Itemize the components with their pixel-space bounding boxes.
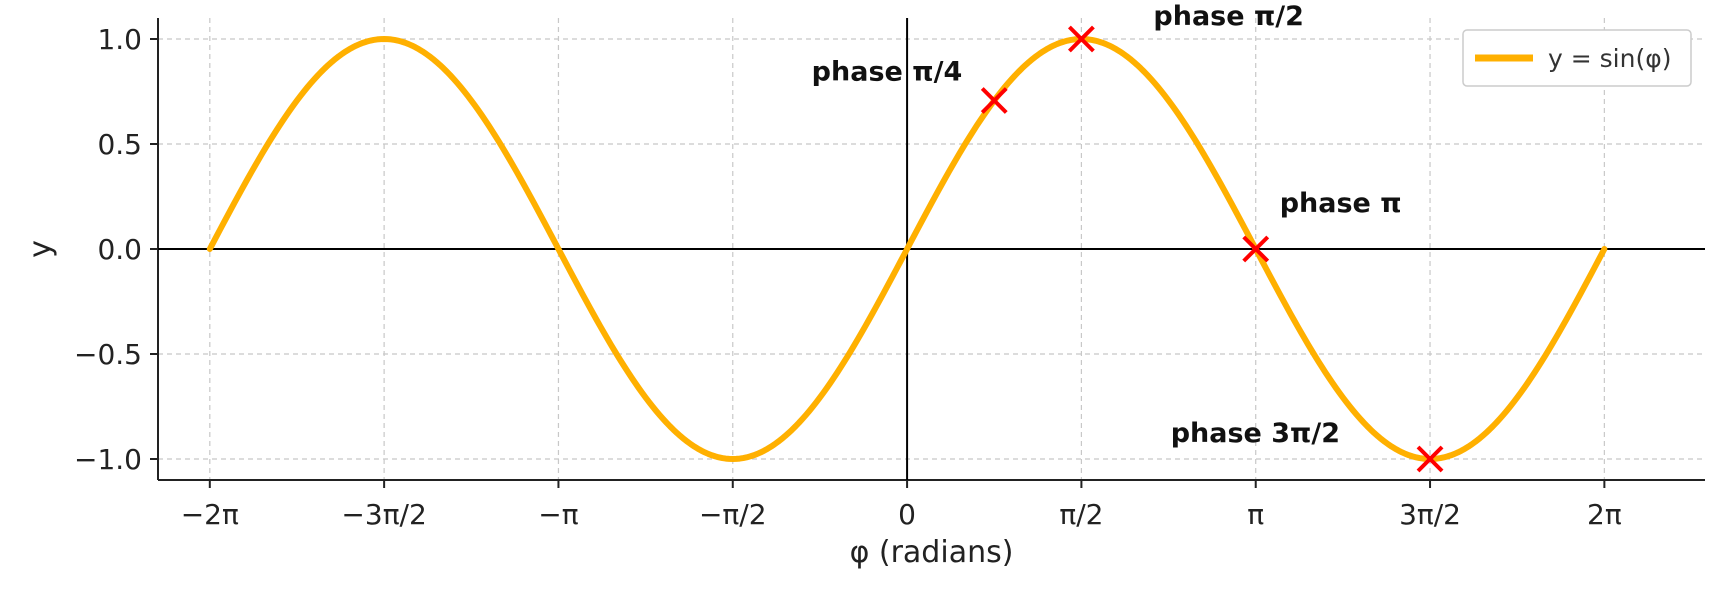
ticks: −2π −3π/2 −π −π/2 0 π/2 π 3π/2 2π 1.0 0.5 0.0 −0.5 −1… — [74, 23, 1622, 531]
y-tick-label: 1.0 — [97, 23, 142, 56]
legend-box — [1462, 29, 1692, 87]
annotations: phase π/4 phase π/2 phase π phase 3π/2 — [812, 1, 1402, 449]
x-tick-label: 3π/2 — [1399, 498, 1461, 531]
x-tick-label: −3π/2 — [341, 498, 426, 531]
phase-annotation: phase π — [1280, 188, 1402, 219]
y-tick-label: 0.0 — [97, 233, 142, 266]
x-tick-label: π — [1247, 498, 1264, 531]
x-tick-label: −π — [538, 498, 578, 531]
phase-annotation: phase 3π/2 — [1171, 418, 1340, 449]
phase-marker — [980, 87, 1008, 114]
x-tick-label: 2π — [1587, 498, 1622, 531]
markers — [980, 25, 1444, 473]
x-tick-label: π/2 — [1059, 498, 1103, 531]
phase-marker — [1067, 25, 1095, 53]
y-tick-label: −0.5 — [74, 338, 142, 371]
legend: y = sin(φ) — [1462, 29, 1692, 87]
y-axis-label: y — [23, 240, 58, 258]
x-tick-label: −π/2 — [699, 498, 767, 531]
phase-annotation: phase π/2 — [1153, 1, 1304, 32]
phase-marker — [1242, 235, 1270, 263]
y-tick-label: −1.0 — [74, 443, 142, 476]
phase-marker — [1416, 445, 1444, 473]
x-tick-label: −2π — [181, 498, 239, 531]
series — [206, 36, 1608, 462]
phase-annotation: phase π/4 — [812, 57, 963, 88]
sine-series-line — [206, 36, 1608, 462]
legend-label: y = sin(φ) — [1548, 44, 1671, 73]
x-tick-label: 0 — [898, 498, 916, 531]
x-axis-label: φ (radians) — [850, 535, 1014, 570]
y-tick-label: 0.5 — [97, 128, 142, 161]
